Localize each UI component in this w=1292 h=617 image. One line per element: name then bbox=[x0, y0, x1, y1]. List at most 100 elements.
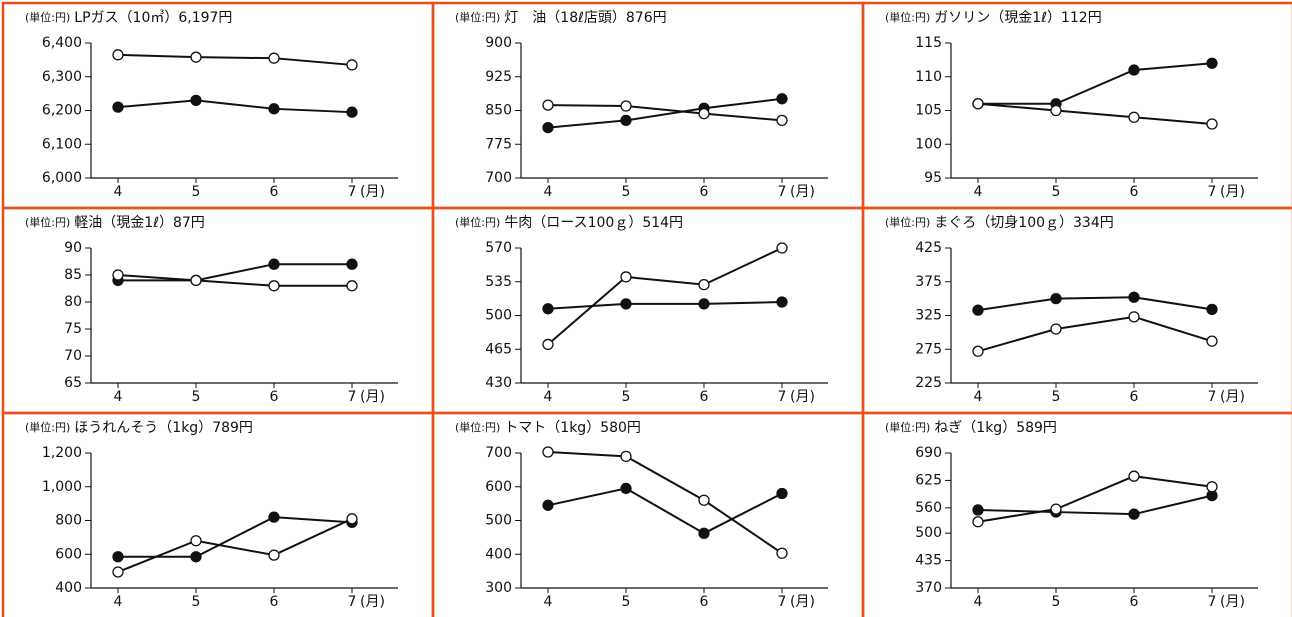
x-tick-label: 7 bbox=[348, 389, 357, 405]
series-line bbox=[117, 517, 353, 573]
y-tick-label: 425 bbox=[915, 240, 942, 256]
point bbox=[542, 446, 554, 458]
point bbox=[620, 482, 632, 495]
x-tick-label: 6 bbox=[700, 184, 709, 200]
point bbox=[972, 304, 984, 316]
x-tick-label: 7 bbox=[778, 594, 787, 610]
y-tick-label: 625 bbox=[915, 472, 942, 488]
x-tick-label: 5 bbox=[192, 594, 201, 610]
y-tick-label: 300 bbox=[485, 580, 512, 596]
point bbox=[776, 242, 788, 254]
unit-label: (単位:円) bbox=[455, 215, 500, 229]
series-line bbox=[117, 53, 353, 66]
y-tick-label: 6,400 bbox=[42, 35, 82, 51]
x-tick-label: 7 bbox=[348, 184, 357, 200]
y-tick-label: 325 bbox=[915, 308, 942, 324]
point bbox=[268, 52, 280, 64]
point bbox=[346, 106, 358, 118]
point bbox=[776, 114, 788, 127]
point bbox=[190, 94, 202, 107]
y-tick-label: 500 bbox=[915, 525, 942, 541]
chart-title: (単位:円) 牛肉（ロース100ｇ）514円 bbox=[455, 215, 683, 231]
point bbox=[776, 296, 788, 308]
title-text: LPガス（10㎥）6,197円 bbox=[74, 10, 232, 26]
x-axis-label: (月) bbox=[1220, 389, 1245, 405]
x-axis-label: (月) bbox=[360, 594, 385, 610]
y-tick-label: 115 bbox=[915, 35, 942, 51]
x-tick-label: 7 bbox=[348, 594, 357, 610]
point bbox=[112, 566, 124, 578]
y-tick-label: 700 bbox=[485, 445, 512, 461]
point bbox=[1050, 503, 1062, 515]
chart-panel: (単位:円) 軽油（現金1ℓ）87円 65 70 75 80 85 90 4 5 6 7 (月) bbox=[1, 206, 435, 415]
chart-title: (単位:円) 軽油（現金1ℓ）87円 bbox=[25, 215, 205, 231]
y-tick-label: 900 bbox=[485, 35, 512, 51]
point bbox=[190, 551, 202, 563]
title-text: ほうれんそう（1kg）789円 bbox=[74, 420, 253, 436]
point bbox=[1206, 118, 1218, 130]
y-tick-label: 110 bbox=[915, 69, 942, 85]
series-line bbox=[547, 97, 783, 129]
x-tick-label: 5 bbox=[622, 184, 631, 200]
x-tick-label: 5 bbox=[622, 389, 631, 405]
unit-label: (単位:円) bbox=[25, 215, 70, 229]
chart-panel: (単位:円) ガソリン（現金1ℓ）112円 95 100 105 110 115 4 5 6 7 (月… bbox=[861, 1, 1292, 210]
y-tick-label: 690 bbox=[915, 445, 942, 461]
y-tick-label: 400 bbox=[55, 580, 82, 596]
point bbox=[112, 101, 124, 113]
point bbox=[972, 504, 984, 516]
point bbox=[268, 103, 280, 115]
point bbox=[1206, 481, 1218, 493]
x-tick-label: 6 bbox=[1130, 389, 1139, 405]
unit-label: (単位:円) bbox=[885, 10, 930, 24]
x-tick-label: 4 bbox=[974, 184, 983, 200]
point bbox=[776, 547, 788, 559]
y-tick-label: 1,000 bbox=[42, 479, 82, 495]
x-axis-label: (月) bbox=[1220, 594, 1245, 610]
y-tick-label: 465 bbox=[485, 341, 512, 357]
point bbox=[698, 298, 710, 310]
y-tick-label: 80 bbox=[64, 294, 82, 310]
x-tick-label: 6 bbox=[700, 389, 709, 405]
y-tick-label: 570 bbox=[485, 240, 512, 256]
series-line bbox=[547, 104, 783, 122]
point bbox=[346, 258, 358, 270]
y-tick-label: 75 bbox=[64, 321, 82, 337]
point bbox=[268, 511, 280, 523]
point bbox=[620, 114, 632, 127]
y-tick-label: 70 bbox=[64, 348, 82, 364]
chart-title: (単位:円) ガソリン（現金1ℓ）112円 bbox=[885, 10, 1102, 26]
y-tick-label: 775 bbox=[485, 136, 512, 152]
chart-panel: (単位:円) LPガス（10㎥）6,197円 6,000 6,100 6,200 6,30… bbox=[1, 1, 435, 210]
y-tick-label: 435 bbox=[915, 553, 942, 569]
point bbox=[190, 51, 202, 63]
point bbox=[346, 280, 358, 292]
y-tick-label: 105 bbox=[915, 103, 942, 119]
x-tick-label: 6 bbox=[1130, 184, 1139, 200]
y-tick-label: 95 bbox=[924, 170, 942, 186]
y-tick-label: 600 bbox=[55, 546, 82, 562]
x-tick-label: 5 bbox=[192, 389, 201, 405]
series-line bbox=[977, 102, 1213, 125]
title-text: ねぎ（1kg）589円 bbox=[934, 420, 1057, 436]
unit-label: (単位:円) bbox=[455, 420, 500, 434]
point bbox=[698, 494, 710, 506]
x-tick-label: 4 bbox=[544, 184, 553, 200]
point bbox=[972, 516, 984, 528]
x-axis-label: (月) bbox=[790, 184, 815, 200]
series-line bbox=[977, 494, 1213, 516]
x-tick-label: 6 bbox=[270, 594, 279, 610]
panel-border bbox=[861, 411, 1292, 617]
point bbox=[1206, 303, 1218, 316]
x-axis-label: (月) bbox=[790, 594, 815, 610]
point bbox=[1206, 335, 1218, 347]
series-line bbox=[978, 62, 1213, 105]
title-text: 牛肉（ロース100ｇ）514円 bbox=[504, 215, 683, 231]
x-tick-label: 4 bbox=[544, 389, 553, 405]
x-tick-label: 5 bbox=[1052, 389, 1061, 405]
point bbox=[1050, 323, 1062, 335]
unit-label: (単位:円) bbox=[25, 420, 70, 434]
x-tick-label: 4 bbox=[114, 184, 123, 200]
